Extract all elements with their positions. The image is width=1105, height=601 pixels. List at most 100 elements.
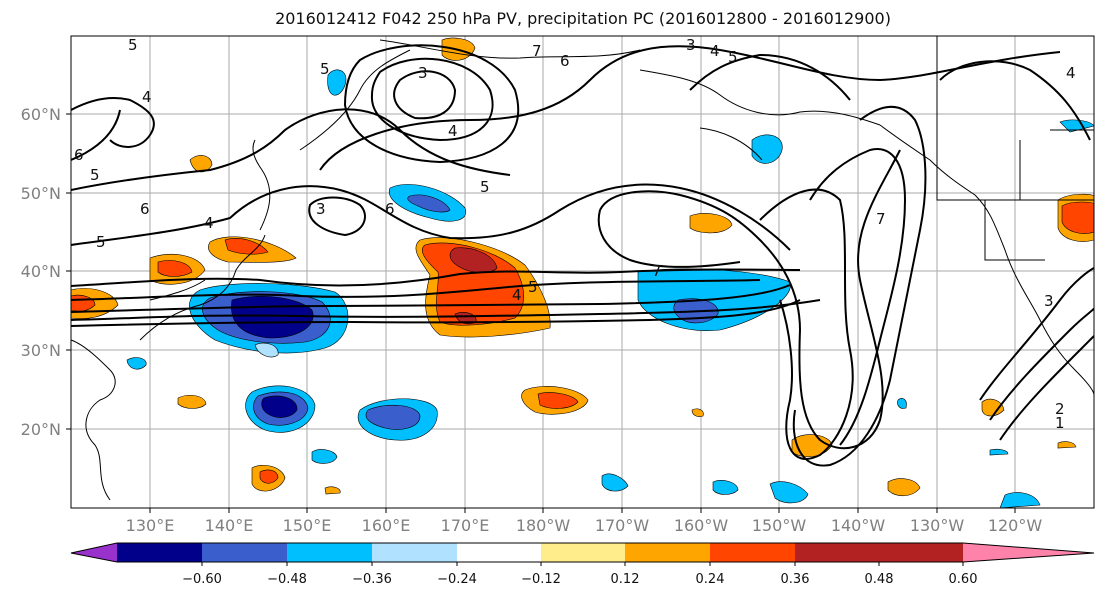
contour-label: 5 — [96, 233, 106, 251]
neg-anomaly-kamchatka-s-inner — [407, 194, 451, 213]
pos-anomaly-kuril-inner — [224, 238, 269, 255]
contour-label: 5 — [728, 48, 738, 66]
colorbar-extend-low — [71, 543, 117, 562]
pos-anomaly-sub-7 — [1057, 441, 1077, 449]
colorbar-tick-label: 0.12 — [611, 572, 640, 587]
colorbar-segment — [117, 543, 202, 562]
contour-label: 4 — [204, 214, 214, 232]
neg-anomaly-small-5 — [999, 492, 1041, 508]
colorbar-segment — [372, 543, 457, 562]
contour-label: 3 — [1044, 292, 1054, 310]
neg-anomaly-small-3 — [712, 480, 739, 495]
pos-anomaly-sub-1 — [177, 395, 207, 409]
colorbar-tick-label: −0.48 — [267, 572, 307, 587]
lon-label: 150°W — [752, 516, 807, 535]
contour-label: 5 — [528, 278, 538, 296]
contour-label: 6 — [385, 200, 395, 218]
contour-label: 1 — [1055, 414, 1065, 432]
colorbar-tick-label: −0.24 — [437, 572, 477, 587]
colorbar-tick-label: 0.36 — [781, 572, 810, 587]
lon-label: 150°E — [283, 516, 332, 535]
neg-anomaly-alaska — [751, 134, 783, 164]
contour-label: 6 — [560, 52, 570, 70]
contour-label: 7 — [652, 262, 662, 280]
pos-anomaly-sub-9 — [691, 408, 704, 417]
contour-label: 4 — [512, 286, 522, 304]
colorbar-segment — [710, 543, 795, 562]
pos-anomaly-japan-n-inner — [157, 260, 193, 277]
colorbar-segment — [457, 543, 541, 562]
pos-anomaly-sub-5 — [981, 398, 1005, 417]
neg-anomaly-small-8 — [897, 398, 907, 409]
contour-label: 3 — [418, 64, 428, 82]
contour-label: 6 — [140, 200, 150, 218]
colorbar-tick-label: 0.48 — [865, 572, 894, 587]
contour-label: 5 — [480, 178, 490, 196]
contour-label: 3 — [316, 200, 326, 218]
colorbar-outline — [70, 542, 1095, 563]
neg-anomaly-small-10 — [254, 342, 279, 358]
neg-anomaly-20n-a-core — [261, 395, 298, 418]
contour-label: 6 — [74, 146, 84, 164]
longitude-labels: 130°E 140°E 150°E 160°E 170°E 180°W 170°… — [126, 516, 1043, 535]
colorbar-segment — [625, 543, 710, 562]
lon-label: 130°E — [126, 516, 175, 535]
colorbar-tick-label: −0.60 — [182, 572, 222, 587]
lon-label: 130°W — [910, 516, 965, 535]
lat-label: 50°N — [21, 184, 61, 203]
contour-label: 2 — [1055, 400, 1065, 418]
lon-label: 120°W — [988, 516, 1043, 535]
contour-label: 7 — [532, 42, 542, 60]
colorbar-segment — [879, 543, 963, 562]
neg-anomaly-small-1 — [311, 449, 338, 464]
neg-anomaly-bering — [327, 69, 347, 96]
pos-anomaly-sub-3 — [791, 434, 833, 458]
pos-anomaly-hawaii-ne — [689, 213, 733, 234]
neg-anomaly-20n-b-inner — [365, 404, 421, 430]
lat-label: 40°N — [21, 262, 61, 281]
colorbar: −0.60 −0.48 −0.36 −0.24 −0.12 0.12 0.24 … — [70, 542, 1095, 587]
figure-title: 2016012412 F042 250 hPa PV, precipitatio… — [275, 9, 891, 28]
neg-anomaly-small-6 — [1059, 119, 1094, 133]
pos-anomaly-sakhalin — [189, 155, 213, 173]
contour-label: 7 — [876, 210, 886, 228]
contour-label: 4 — [142, 88, 152, 106]
colorbar-segment — [541, 543, 625, 562]
colorbar-tick-label: −0.36 — [352, 572, 392, 587]
neg-anomaly-small-2 — [601, 473, 629, 492]
contour-labels: 5 5 6 5 5 6 4 3 3 4 3 4 5 7 6 7 5 4 7 5 … — [74, 36, 1076, 432]
colorbar-tick-label: 0.24 — [696, 572, 725, 587]
lon-label: 140°E — [205, 516, 254, 535]
map-frame — [70, 35, 1095, 509]
colorbar-segment — [287, 543, 372, 562]
contour-label: 5 — [90, 166, 100, 184]
axis-ticks — [66, 113, 1016, 513]
contour-label: 3 — [686, 36, 696, 54]
colorbar-segment — [202, 543, 287, 562]
pos-anomaly-sub-4 — [887, 478, 921, 497]
contour-label: 5 — [320, 60, 330, 78]
lon-label: 170°W — [595, 516, 650, 535]
lon-label: 140°W — [831, 516, 886, 535]
colorbar-tick-label: 0.60 — [949, 572, 978, 587]
colorbar-extend-high — [963, 543, 1094, 562]
lat-label: 30°N — [21, 341, 61, 360]
contour-label: 4 — [448, 122, 458, 140]
pv-contours — [71, 44, 1094, 467]
lat-label: 20°N — [21, 420, 61, 439]
pos-anomaly-180w-inner — [537, 392, 579, 409]
contour-label: 4 — [1066, 64, 1076, 82]
pos-anomaly-sub-2-inner — [259, 469, 279, 484]
lon-label: 160°E — [362, 516, 411, 535]
pos-anomaly-sub-8 — [324, 486, 341, 495]
contour-label: 4 — [710, 42, 720, 60]
coastlines — [71, 36, 1094, 501]
lon-label: 180°W — [516, 516, 571, 535]
neg-anomaly-small-9 — [989, 448, 1009, 456]
lon-label: 170°E — [441, 516, 490, 535]
neg-anomaly-small-7 — [126, 357, 147, 370]
colorbar-tick-label: −0.12 — [521, 572, 561, 587]
latitude-labels: 60°N 50°N 40°N 30°N 20°N — [21, 105, 61, 439]
contour-label: 5 — [128, 36, 138, 54]
